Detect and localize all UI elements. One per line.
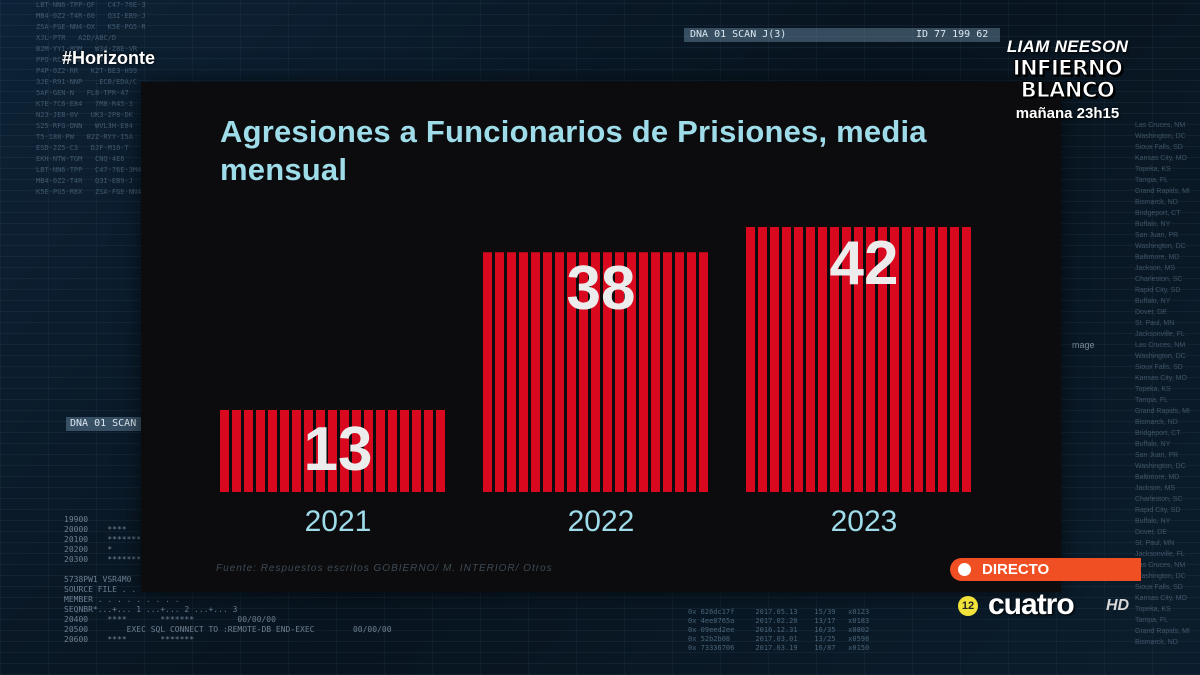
channel-logo: cuatro xyxy=(988,588,1075,621)
background-code-column: LBT-NN6-TPP-QF C47-76E-3M4 MB4-0Z2-T4R-6… xyxy=(36,1,146,196)
chart-title: Agresiones a Funcionarios de Prisiones, … xyxy=(220,114,927,187)
bar-stripe xyxy=(651,252,660,492)
background-city-column: Las Cruces, NM Washington, DC Sioux Fall… xyxy=(1135,122,1190,646)
bar-stripe xyxy=(352,409,361,492)
bar-stripe xyxy=(328,409,337,492)
category-label-2022: 2022 xyxy=(568,505,635,538)
value-label-2022: 38 xyxy=(567,254,636,323)
bar-stripe xyxy=(902,227,911,492)
background-image-label: mage xyxy=(1072,340,1095,350)
bar-stripe xyxy=(890,227,899,492)
bar-stripe xyxy=(280,409,289,492)
promo-time: mañana 23h15 xyxy=(1015,105,1120,122)
movie-promo: LIAM NEESON INFIERNO BLANCO mañana 23h15 xyxy=(985,37,1150,122)
background-scan-id: ID 77 199 62 xyxy=(916,29,989,40)
channel-hd-badge: HD xyxy=(1106,597,1130,614)
bar-stripe xyxy=(663,252,672,492)
source-note: Fuente: Respuestos escritos GOBIERNO/ M.… xyxy=(216,563,553,574)
channel-number-badge: 12 xyxy=(958,596,978,616)
bar-stripe xyxy=(340,409,349,492)
promo-title-line2: BLANCO xyxy=(1020,78,1115,102)
bar-stripe xyxy=(603,252,612,492)
live-dot-icon xyxy=(958,563,971,576)
bar-stripe xyxy=(388,409,397,492)
bar-stripe xyxy=(424,409,433,492)
bar-stripe xyxy=(639,252,648,492)
bar-stripe xyxy=(950,227,959,492)
background-scan-header: DNA 01 SCAN J(3) ID 77 199 62 xyxy=(684,28,1000,42)
bar-stripe xyxy=(543,252,552,492)
value-label-2021: 13 xyxy=(304,415,373,484)
bar-stripe xyxy=(878,227,887,492)
bar-stripe xyxy=(818,227,827,492)
bar-stripe xyxy=(316,409,325,492)
bar-2021 xyxy=(220,409,445,492)
bar-stripe xyxy=(268,409,277,492)
bar-stripe xyxy=(232,409,241,492)
bar-stripe xyxy=(615,252,624,492)
bar-stripe xyxy=(579,252,588,492)
bar-stripe xyxy=(364,409,373,492)
live-badge: DIRECTO xyxy=(950,558,1141,581)
bar-stripe xyxy=(220,409,229,492)
bar-stripe xyxy=(292,409,301,492)
category-label-2023: 2023 xyxy=(831,505,898,538)
bar-stripe xyxy=(914,227,923,492)
bar-2022 xyxy=(483,252,708,492)
bar-stripe xyxy=(926,227,935,492)
background-scan-label: DNA 01 SCAN xyxy=(66,417,150,431)
bar-stripe xyxy=(794,227,803,492)
live-label: DIRECTO xyxy=(982,561,1050,578)
bar-stripe xyxy=(507,252,516,492)
bar-stripe xyxy=(483,252,492,492)
bar-stripe xyxy=(436,409,445,492)
bar-stripe xyxy=(866,227,875,492)
program-hashtag: #Horizonte xyxy=(62,48,156,68)
bar-stripe xyxy=(244,409,253,492)
bar-stripe xyxy=(806,227,815,492)
bar-stripe xyxy=(591,252,600,492)
bar-stripe xyxy=(675,252,684,492)
bar-stripe xyxy=(770,227,779,492)
bar-stripe xyxy=(758,227,767,492)
background-hex-block: 0x 626dc17f 2017.05.13 15/39 x0123 0x 4e… xyxy=(688,608,870,652)
category-label-2021: 2021 xyxy=(305,505,372,538)
bar-stripe xyxy=(854,227,863,492)
bar-stripe xyxy=(962,227,971,492)
bar-stripe xyxy=(304,409,313,492)
bar-stripe xyxy=(519,252,528,492)
bar-stripe xyxy=(495,252,504,492)
bar-stripe xyxy=(376,409,385,492)
bar-2023 xyxy=(746,227,971,492)
bar-stripe xyxy=(627,252,636,492)
promo-actor: LIAM NEESON xyxy=(1006,37,1129,56)
bar-stripe xyxy=(412,409,421,492)
bar-stripe xyxy=(842,227,851,492)
bar-stripe xyxy=(938,227,947,492)
bar-stripe xyxy=(687,252,696,492)
bar-stripe xyxy=(567,252,576,492)
bar-stripe xyxy=(830,227,839,492)
value-label-2023: 42 xyxy=(830,229,899,298)
bar-stripe xyxy=(256,409,265,492)
bar-stripe xyxy=(531,252,540,492)
promo-title-line1: INFIERNO xyxy=(1012,56,1123,80)
background-scan-header-label: DNA 01 SCAN J(3) xyxy=(690,29,787,40)
bar-stripe xyxy=(699,252,708,492)
bar-stripe xyxy=(746,227,755,492)
bar-stripe xyxy=(782,227,791,492)
bar-stripe xyxy=(555,252,564,492)
bar-stripe xyxy=(400,409,409,492)
